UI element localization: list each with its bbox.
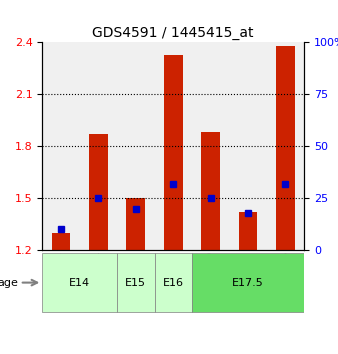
FancyBboxPatch shape xyxy=(192,253,304,312)
FancyBboxPatch shape xyxy=(154,253,192,312)
Bar xyxy=(276,46,295,250)
Text: E16: E16 xyxy=(163,278,184,287)
Text: age: age xyxy=(0,278,18,287)
Text: E17.5: E17.5 xyxy=(232,278,264,287)
Text: E15: E15 xyxy=(125,278,146,287)
Bar xyxy=(239,212,258,250)
Text: E14: E14 xyxy=(69,278,90,287)
Bar xyxy=(126,198,145,250)
FancyBboxPatch shape xyxy=(117,253,154,312)
FancyBboxPatch shape xyxy=(42,253,117,312)
Bar xyxy=(52,233,70,250)
Bar xyxy=(164,55,183,250)
Bar xyxy=(201,132,220,250)
Title: GDS4591 / 1445415_at: GDS4591 / 1445415_at xyxy=(93,26,254,40)
Bar xyxy=(89,134,108,250)
